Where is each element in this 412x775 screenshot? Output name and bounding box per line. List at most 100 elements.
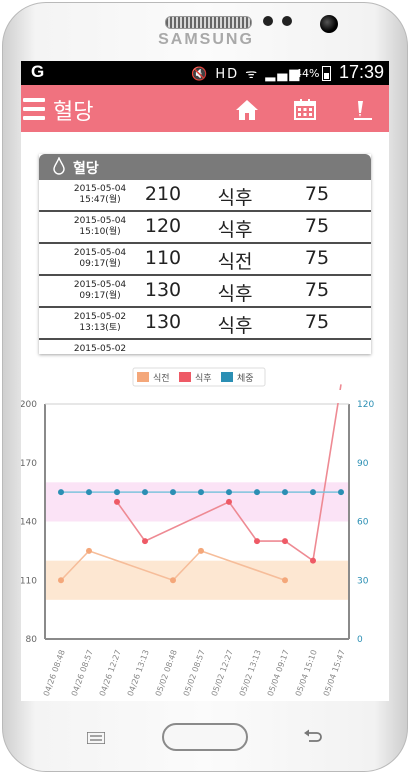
data-point [254,489,260,496]
x-tick-label: 04/26 13:13 [126,649,151,698]
y-left-tick-label: 170 [21,459,37,469]
menu-icon[interactable] [23,98,45,122]
proximity-sensor [263,16,273,26]
edit-icon[interactable] [351,98,375,122]
record-value: 120 [144,215,182,237]
x-tick-label: 05/04 15:47 [322,649,347,698]
record-date: 2015-05-02 [73,312,127,322]
record-date: 2015-05-04 [73,184,127,194]
data-point [86,547,92,554]
plot-overflow-mask [46,390,348,403]
home-button[interactable] [162,723,248,751]
record-time: 09:17(월) [79,259,121,269]
record-value: 130 [144,279,182,301]
record-datetime: 2015-05-04 15:47(월) [61,184,139,206]
glucose-card: 혈당 2015-05-04 15:47(월) 210 식후 75 2015-05-… [39,154,371,354]
series-line [116,384,342,563]
app-bar: 혈당 [21,85,389,132]
drop-icon [53,157,65,175]
record-datetime: 2015-05-02 13:13(토) [61,312,139,334]
card-header: 혈당 [39,154,371,180]
record-weight: 75 [304,247,330,269]
calendar-icon[interactable] [293,98,317,122]
clock: 17:39 [339,62,385,82]
record-row[interactable]: 2015-05-02 13:13(토) 130 식후 75 [39,308,371,340]
x-tick-label: 04/26 08:48 [42,649,67,698]
data-point [114,498,120,505]
hardware-keys [0,705,412,765]
light-sensor [282,16,292,26]
data-point [282,577,288,584]
record-time: 15:47(월) [79,195,121,205]
battery-icon [322,66,331,81]
y-left-tick-label: 110 [21,576,37,586]
data-point [310,489,316,496]
record-datetime: 2015-05-02 [61,344,139,354]
record-date: 2015-05-04 [73,248,127,258]
record-value: 110 [144,247,182,269]
x-tick-label: 05/04 15:10 [294,649,319,698]
x-tick-label: 05/02 08:57 [182,649,207,698]
legend-label: 식전 [153,373,170,384]
data-point [282,538,288,545]
data-point [58,489,64,496]
legend-label: 체중 [237,373,254,384]
record-date: 2015-05-02 [73,344,127,354]
record-row[interactable]: 2015-05-04 09:17(월) 110 식전 75 [39,244,371,276]
back-key-icon[interactable] [303,729,323,745]
record-weight: 75 [304,215,330,237]
record-meal: 식후 [217,187,253,209]
record-time: 15:10(월) [79,227,121,237]
home-icon[interactable] [235,98,259,122]
record-time: 13:13(토) [79,323,121,333]
legend-frame [132,367,266,387]
record-date: 2015-05-04 [73,216,127,226]
menu-key-icon[interactable] [87,732,105,744]
record-row[interactable]: 2015-05-04 15:47(월) 210 식후 75 [39,180,371,212]
data-point [226,498,232,505]
x-tick-label: 05/04 09:17 [266,649,291,698]
data-point [338,489,344,496]
notification-icon: G [31,62,45,81]
record-row[interactable]: 2015-05-04 09:17(월) 130 식후 75 [39,276,371,308]
record-meal: 식후 [217,315,253,337]
record-datetime: 2015-05-04 15:10(월) [61,216,139,238]
y-right-tick-label: 60 [357,518,369,528]
battery-percent: 44% [295,67,320,80]
x-tick-label: 05/02 08:48 [154,649,179,698]
data-point [226,489,232,496]
data-point [198,547,204,554]
data-point [254,538,260,545]
y-right-tick-label: 0 [357,635,363,645]
record-meal: 식전 [217,251,253,273]
record-row[interactable]: 2015-05-04 15:10(월) 120 식후 75 [39,212,371,244]
record-row[interactable]: 2015-05-02 [39,340,371,354]
record-weight: 75 [304,183,330,205]
target-range-band [45,482,349,522]
record-meal: 식후 [217,283,253,305]
page-title: 혈당 [53,100,94,125]
front-camera [320,15,338,33]
x-tick-label: 05/02 12:27 [210,649,235,698]
data-point [58,577,64,584]
y-right-tick-label: 30 [357,576,369,586]
data-point [142,489,148,496]
y-left-tick-label: 140 [21,518,37,528]
record-date: 2015-05-04 [73,280,127,290]
record-time: 09:17(월) [79,291,121,301]
x-tick-label: 04/26 08:57 [70,649,95,698]
card-title: 혈당 [73,161,99,177]
data-point [86,489,92,496]
data-point [170,489,176,496]
data-point [310,557,316,564]
record-weight: 75 [304,279,330,301]
x-tick-label: 04/26 12:27 [98,649,123,698]
record-datetime: 2015-05-04 09:17(월) [61,248,139,270]
status-icons: 🔇 HD ᯤ ▂▄▆ [191,67,302,82]
x-tick-label: 05/02 13:13 [238,649,263,698]
record-value: 210 [144,183,182,205]
glucose-chart: 식전 식후 체중 80 110 140 170 200 0 30 60 90 120 04/26 08:4… [21,367,374,698]
legend-swatch [179,372,191,382]
record-datetime: 2015-05-04 09:17(월) [61,280,139,302]
